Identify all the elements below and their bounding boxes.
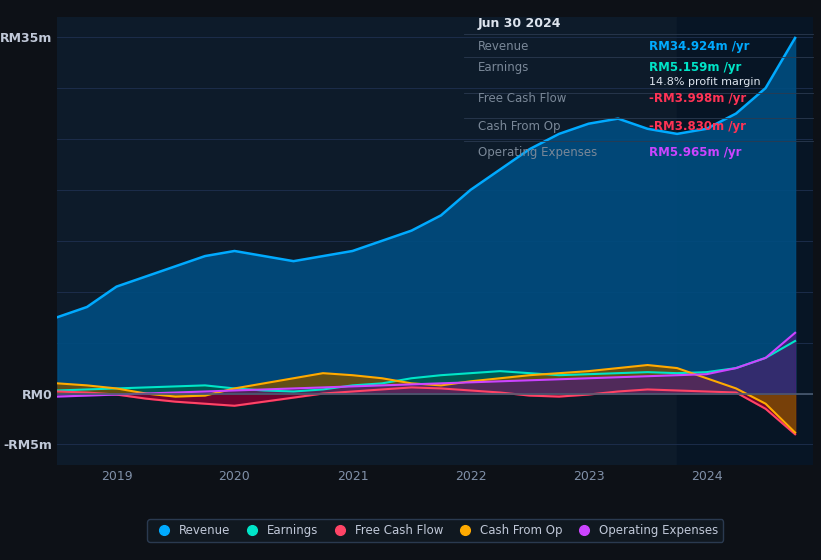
- Text: Operating Expenses: Operating Expenses: [478, 146, 597, 159]
- Text: Jun 30 2024: Jun 30 2024: [478, 17, 562, 30]
- Text: Free Cash Flow: Free Cash Flow: [478, 92, 566, 105]
- Text: Earnings: Earnings: [478, 60, 530, 73]
- Text: RM5.965m /yr: RM5.965m /yr: [649, 146, 741, 159]
- Text: RM5.159m /yr: RM5.159m /yr: [649, 60, 741, 73]
- Text: RM34.924m /yr: RM34.924m /yr: [649, 40, 750, 53]
- Text: -RM3.998m /yr: -RM3.998m /yr: [649, 92, 746, 105]
- Text: -RM3.830m /yr: -RM3.830m /yr: [649, 120, 745, 133]
- Text: Revenue: Revenue: [478, 40, 530, 53]
- Legend: Revenue, Earnings, Free Cash Flow, Cash From Op, Operating Expenses: Revenue, Earnings, Free Cash Flow, Cash …: [147, 519, 723, 542]
- Text: Cash From Op: Cash From Op: [478, 120, 560, 133]
- Text: 14.8% profit margin: 14.8% profit margin: [649, 77, 760, 87]
- Bar: [677, 17, 813, 465]
